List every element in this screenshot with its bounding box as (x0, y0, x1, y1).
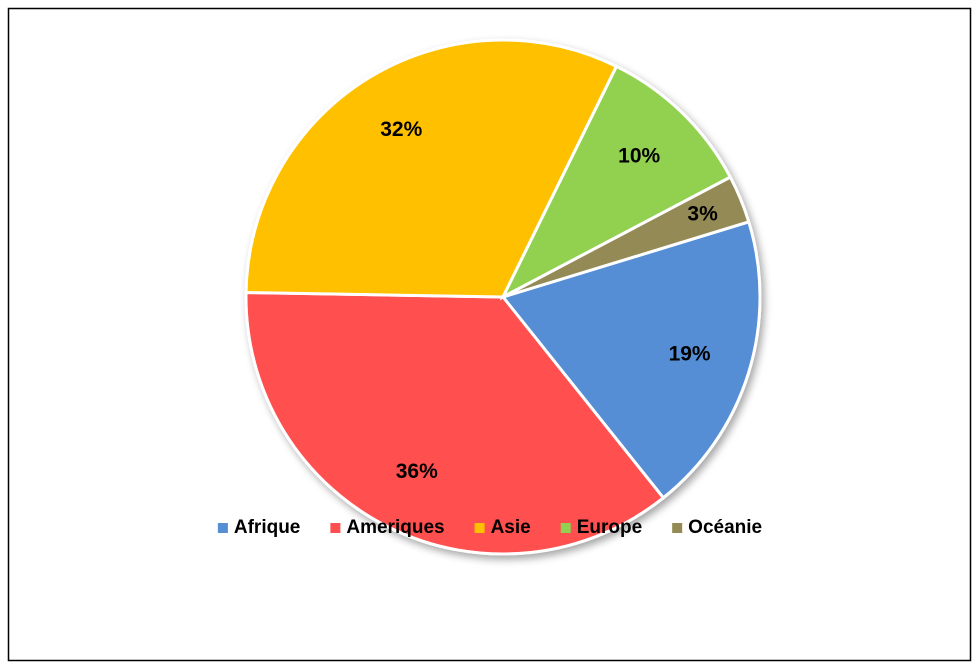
legend-swatch (474, 523, 485, 533)
legend-label: Europe (577, 517, 642, 538)
legend-label: Océanie (688, 517, 762, 538)
data-label: 32% (380, 118, 422, 141)
pie (244, 38, 762, 556)
data-label: 10% (618, 145, 660, 168)
slice (244, 290, 666, 556)
legend-label: Afrique (234, 517, 301, 538)
legend-swatch (672, 523, 683, 533)
legend-swatch (560, 523, 571, 533)
slice (244, 38, 619, 299)
slice (502, 175, 751, 299)
legend-swatch (217, 523, 228, 533)
data-label: 36% (396, 460, 438, 483)
legend-label: Ameriques (346, 517, 444, 538)
data-label: 3% (687, 202, 718, 225)
legend-label: Asie (491, 517, 531, 538)
slice (500, 219, 762, 500)
legend: Afrique Ameriques Asie Europe Océanie (217, 517, 762, 538)
data-label: 19% (669, 342, 711, 365)
slice (499, 64, 733, 301)
legend-swatch (330, 523, 341, 533)
labels: 19% 36% 32% 10% 3% (380, 118, 718, 483)
